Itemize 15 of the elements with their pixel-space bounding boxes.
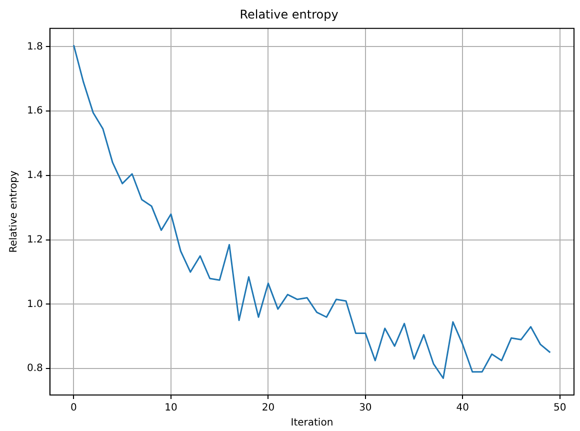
y-tick-label: 1.6 [26, 106, 43, 117]
x-tick-label: 40 [456, 402, 470, 414]
x-tick-label: 30 [359, 402, 372, 414]
x-axis-title: Iteration [290, 418, 334, 429]
y-tick-label: 0.8 [26, 363, 43, 374]
y-tick-label: 1.2 [26, 234, 43, 246]
x-tick-label: 10 [164, 402, 178, 414]
x-tick-label: 20 [262, 402, 275, 414]
x-tick-label: 50 [554, 402, 566, 414]
chart-title: Relative entropy [240, 7, 338, 22]
x-tick-label: 0 [70, 402, 77, 414]
y-tick-label: 1.4 [26, 170, 43, 182]
y-tick-label: 1.8 [26, 41, 43, 52]
y-axis-title: Relative entropy [8, 170, 20, 253]
y-tick-label: 1.0 [26, 298, 43, 310]
